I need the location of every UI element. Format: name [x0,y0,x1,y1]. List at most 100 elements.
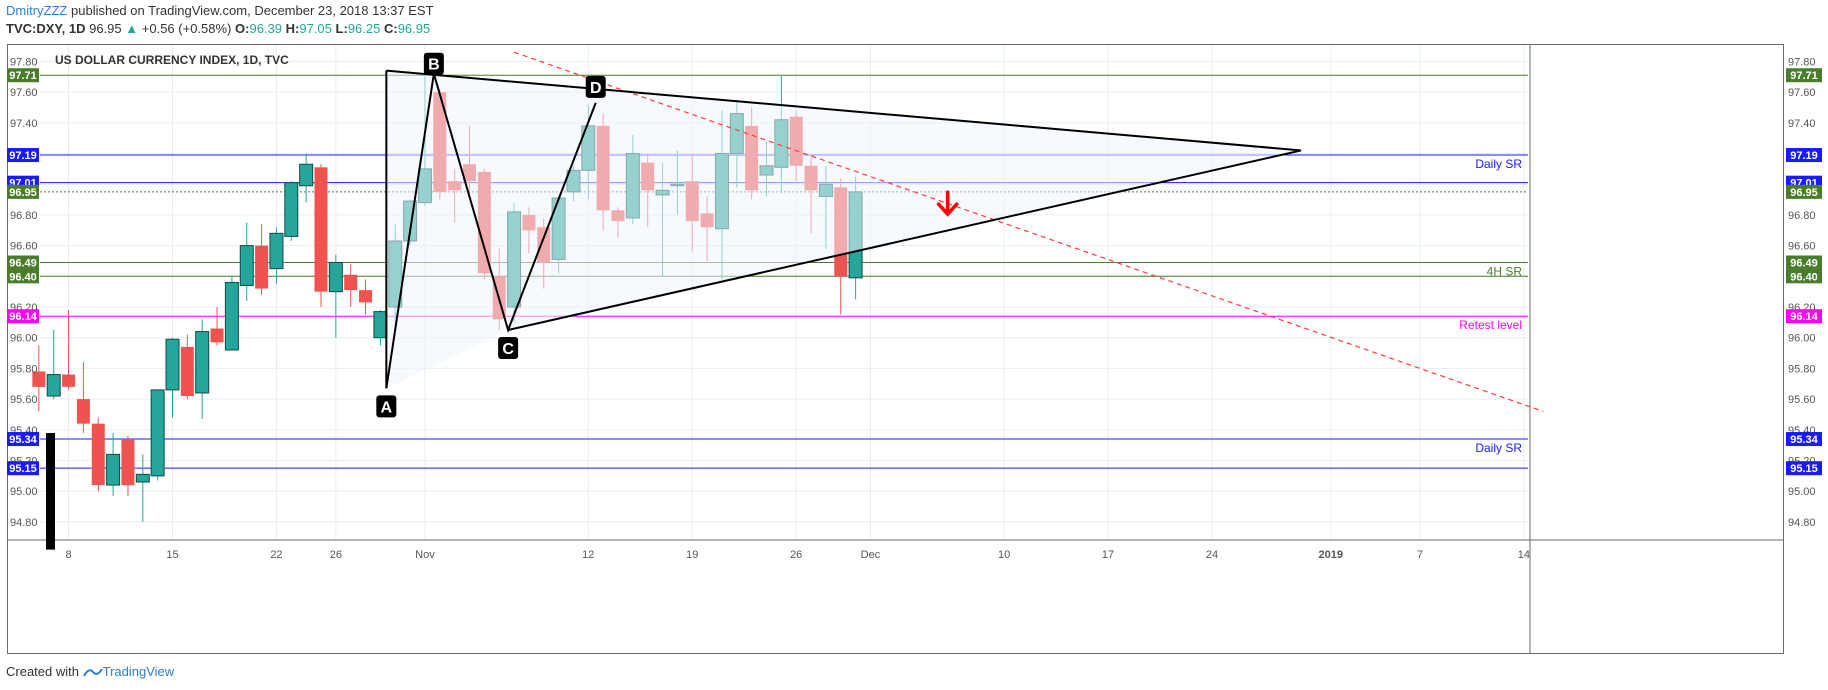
time-tick: 7 [1417,549,1423,561]
tag-text: 96.14 [1790,311,1818,323]
tag-text: 96.95 [9,187,37,199]
tag-bg [1786,432,1822,447]
price-tick-left: 97.40 [10,118,38,130]
time-tick: 17 [1102,549,1114,561]
footer: Created with TradingView [6,664,174,681]
candle-down [344,264,358,308]
tag-bg [1786,255,1822,270]
price-tag-right: 96.14 [1786,309,1822,324]
tag-bg [7,309,39,324]
candle-body [269,232,284,270]
price-tick-left: 97.80 [10,56,38,68]
candle-up [195,319,210,420]
price-tag-left: 96.95 [7,184,39,199]
candle-body [76,399,90,424]
chart-frame[interactable] [7,44,1784,654]
point-label: D [590,80,602,97]
price-tick-left: 95.80 [10,363,38,375]
price-tag-left: 95.15 [7,461,39,476]
candle-up [269,227,284,284]
chart-title: US DOLLAR CURRENCY INDEX, 1D, TVC [55,53,289,67]
tradingview-logo-icon [82,666,103,681]
price-tick-left: 96.80 [10,210,38,222]
symbol-label: TVC:DXY, 1D [6,21,86,36]
level-note: Retest level [1459,318,1522,332]
pattern-point-c: C [498,337,519,360]
time-tick: 24 [1206,549,1218,561]
price-tag-right: 97.19 [1786,148,1822,163]
candle-body [91,423,105,486]
time-tick: 22 [270,549,282,561]
triangle-fill [386,70,1302,389]
time-tick: 19 [686,549,698,561]
price-tag-left: 97.19 [7,148,39,163]
price-tag-right: 96.40 [1786,269,1822,284]
candlestick-chart[interactable]: US DOLLAR CURRENCY INDEX, 1D, TVC Daily … [0,0,1828,660]
price-tick-left: 97.60 [10,87,38,99]
candle-body [121,439,135,486]
price-tick-left: 94.80 [10,517,38,529]
tag-bg [1786,461,1822,476]
time-tick: 2019 [1319,549,1343,561]
price-tag-right: 96.95 [1786,184,1822,199]
candle-down [359,279,373,315]
candle-up [299,153,314,203]
tag-bg [7,184,39,199]
tag-bg [7,68,39,83]
price-tag-left: 96.14 [7,309,39,324]
price-tick-right: 95.80 [1788,363,1816,375]
price-tick-left: 95.00 [10,486,38,498]
tag-text: 97.71 [1790,70,1818,82]
tag-bg [1786,68,1822,83]
price-tag-right: 95.15 [1786,461,1822,476]
price-tag-right: 97.71 [1786,68,1822,83]
candle-up [46,330,61,400]
price-tag-left: 96.49 [7,255,39,270]
tag-bg [1786,148,1822,163]
symbol-header: TVC:DXY, 1D 96.95 ▲ +0.56 (+0.58%) O:96.… [6,21,430,36]
price-tick-left: 95.60 [10,394,38,406]
candle-body [373,311,388,339]
candle-body [180,346,194,397]
candle-up [284,181,299,242]
candle-body [224,281,239,351]
candle-up [328,254,343,338]
time-tick: 15 [166,549,178,561]
price-tick-right: 94.80 [1788,517,1816,529]
candle-body [106,453,121,486]
candle-body [284,182,299,237]
candle-body [359,290,373,303]
candle-down [121,435,135,496]
author-link[interactable]: DmitryZZZ [6,3,68,18]
scale-marker [46,433,55,550]
high-value: 97.05 [299,21,332,36]
level-note: Daily SR [1475,157,1522,171]
tag-bg [7,269,39,284]
point-label-bg [423,52,444,75]
candle-down [62,310,76,390]
tag-text: 96.49 [9,257,37,269]
candle-body [299,163,314,187]
tag-text: 95.34 [1790,434,1818,446]
price-tick-right: 95.60 [1788,394,1816,406]
candle-up [224,276,239,351]
candle-body [255,245,269,289]
tag-bg [1786,184,1822,199]
point-label-bg [585,75,606,98]
candle-body [165,338,180,391]
candle-body [328,261,343,293]
price-tick-right: 96.00 [1788,333,1816,345]
price-tick-right: 96.60 [1788,241,1816,253]
point-label: B [428,57,440,74]
time-tick: 10 [998,549,1010,561]
last-price: 96.95 [89,21,122,36]
time-tick: 26 [790,549,802,561]
level-note: 4H SR [1487,264,1523,278]
triangle-upper-line [386,69,1302,152]
candle-body [239,245,254,287]
tradingview-link[interactable]: TradingView [102,664,175,679]
candle-down [76,362,90,433]
pattern-point-a: A [376,395,397,418]
candle-body [344,274,358,291]
